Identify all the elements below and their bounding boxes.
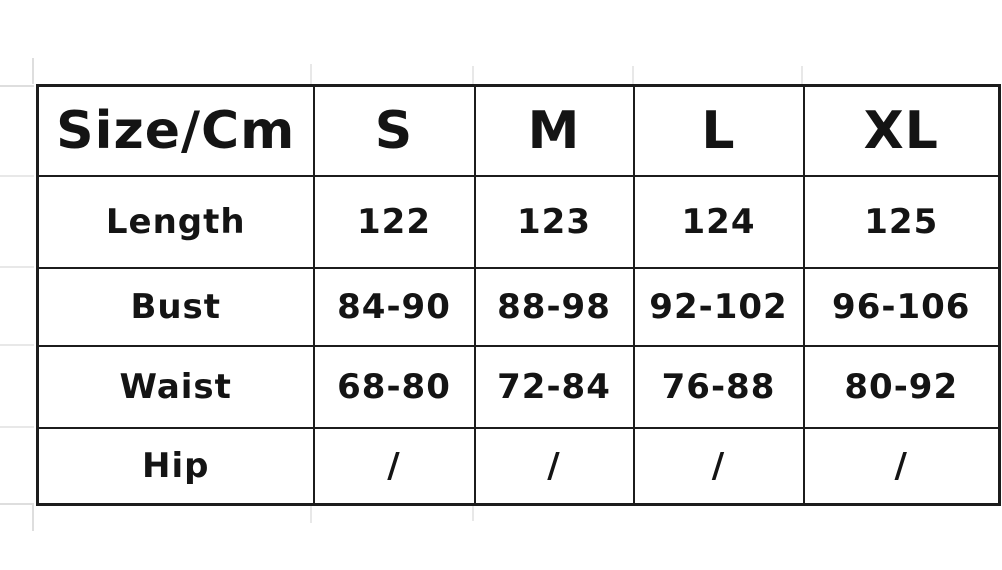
value-cell: 76-88 — [632, 344, 805, 429]
spreadsheet-gridline — [0, 175, 34, 177]
value-cell: / — [632, 426, 805, 506]
spreadsheet-gridline — [0, 503, 34, 505]
size-chart-table: Size/Cm S M L XL Length 122 123 124 125 … — [36, 84, 1001, 506]
value-cell: 68-80 — [312, 344, 476, 429]
spreadsheet-gridline — [0, 85, 34, 87]
spreadsheet-gridline — [32, 58, 34, 84]
table-header-row: Size/Cm S M L XL — [36, 84, 1001, 177]
row-label-hip: Hip — [36, 426, 315, 506]
spreadsheet-gridline — [801, 66, 803, 84]
table-row-waist: Waist 68-80 72-84 76-88 80-92 — [36, 344, 1001, 429]
header-cell-size-cm: Size/Cm — [36, 84, 315, 177]
value-cell: 88-98 — [473, 266, 635, 347]
table-row-hip: Hip / / / / — [36, 426, 1001, 506]
value-cell: 96-106 — [802, 266, 1001, 347]
header-cell-l: L — [632, 84, 805, 177]
value-cell: 122 — [312, 174, 476, 269]
value-cell: 72-84 — [473, 344, 635, 429]
table-row-bust: Bust 84-90 88-98 92-102 96-106 — [36, 266, 1001, 347]
spreadsheet-gridline — [310, 64, 312, 84]
row-label-bust: Bust — [36, 266, 315, 347]
value-cell: 84-90 — [312, 266, 476, 347]
value-cell: 124 — [632, 174, 805, 269]
value-cell: / — [312, 426, 476, 506]
spreadsheet-gridline — [310, 503, 312, 523]
value-cell: 80-92 — [802, 344, 1001, 429]
spreadsheet-gridline — [0, 266, 34, 268]
value-cell: / — [802, 426, 1001, 506]
table-row-length: Length 122 123 124 125 — [36, 174, 1001, 269]
value-cell: 92-102 — [632, 266, 805, 347]
value-cell: 123 — [473, 174, 635, 269]
header-cell-m: M — [473, 84, 635, 177]
spreadsheet-gridline — [0, 344, 34, 346]
value-cell: 125 — [802, 174, 1001, 269]
row-label-waist: Waist — [36, 344, 315, 429]
header-cell-s: S — [312, 84, 476, 177]
header-cell-xl: XL — [802, 84, 1001, 177]
spreadsheet-gridline — [472, 503, 474, 521]
spreadsheet-gridline — [0, 426, 34, 428]
row-label-length: Length — [36, 174, 315, 269]
spreadsheet-gridline — [472, 66, 474, 84]
spreadsheet-gridline — [32, 503, 34, 531]
value-cell: / — [473, 426, 635, 506]
spreadsheet-gridline — [632, 66, 634, 84]
